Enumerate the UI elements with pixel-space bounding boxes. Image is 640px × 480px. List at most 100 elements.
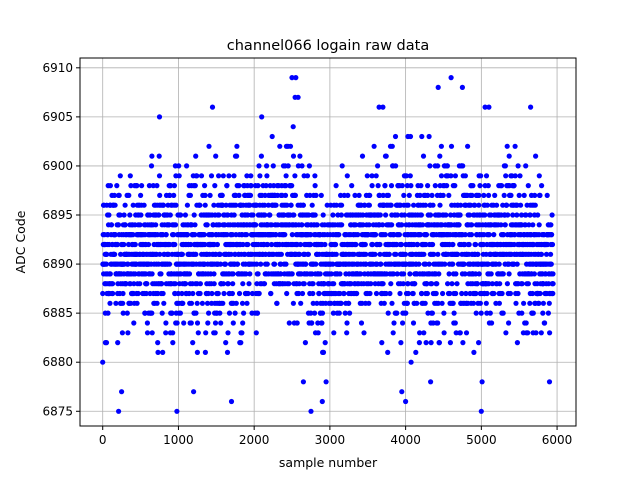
data-point: [487, 310, 493, 316]
outlier-point: [156, 114, 163, 120]
data-point: [393, 163, 399, 169]
data-point: [539, 183, 545, 189]
data-point: [228, 251, 234, 257]
data-point: [540, 300, 547, 306]
data-point: [358, 271, 364, 277]
data-point: [550, 281, 556, 287]
data-point: [459, 290, 465, 297]
data-point: [308, 310, 314, 316]
data-point: [192, 183, 198, 189]
data-point: [550, 271, 556, 277]
data-point: [410, 320, 417, 326]
data-point: [369, 241, 376, 248]
data-point: [532, 192, 538, 198]
data-point: [523, 320, 529, 326]
outlier-point: [300, 379, 306, 385]
data-point: [113, 300, 119, 306]
data-point: [537, 192, 543, 198]
data-point: [549, 232, 555, 238]
data-point: [295, 163, 301, 169]
data-point: [489, 281, 495, 287]
data-point: [201, 232, 207, 238]
data-point: [523, 163, 529, 169]
data-point: [404, 183, 410, 189]
data-point: [287, 143, 294, 149]
data-point: [496, 300, 502, 306]
data-point: [193, 310, 199, 316]
data-point: [465, 143, 471, 149]
data-point: [270, 163, 276, 169]
data-point: [494, 202, 500, 208]
x-tick-label: 0: [99, 433, 107, 447]
data-point: [421, 251, 427, 257]
data-point: [119, 330, 125, 336]
data-point: [380, 192, 386, 198]
data-point: [394, 271, 400, 277]
data-point: [447, 290, 453, 297]
data-point: [285, 163, 291, 169]
data-point: [446, 271, 452, 277]
data-point: [194, 300, 200, 306]
data-point: [322, 340, 328, 346]
data-point: [373, 173, 379, 179]
data-point: [306, 163, 312, 169]
data-point: [438, 173, 445, 179]
data-point: [338, 300, 344, 306]
data-point: [518, 212, 525, 218]
data-point: [104, 251, 110, 257]
data-point: [399, 183, 405, 189]
data-point: [214, 241, 220, 248]
data-point: [179, 290, 185, 297]
outlier-point: [289, 75, 295, 81]
data-point: [448, 173, 454, 179]
data-point: [452, 173, 458, 179]
data-point: [436, 340, 442, 346]
data-point: [351, 251, 357, 257]
data-point: [382, 183, 388, 189]
data-point: [110, 290, 116, 297]
data-points: [100, 75, 556, 414]
data-point: [240, 281, 246, 287]
data-point: [514, 212, 520, 218]
data-point: [454, 281, 460, 287]
data-point: [283, 173, 289, 179]
data-point: [294, 320, 300, 326]
data-point: [544, 192, 550, 198]
data-point: [442, 261, 448, 267]
data-point: [312, 173, 318, 179]
data-point: [273, 202, 279, 208]
data-point: [264, 163, 270, 169]
data-point: [360, 212, 366, 218]
data-point: [502, 163, 508, 169]
data-point: [290, 300, 296, 306]
data-point: [394, 310, 400, 316]
data-point: [470, 300, 477, 306]
data-point: [437, 202, 443, 208]
data-point: [510, 212, 516, 218]
data-point: [377, 212, 383, 218]
data-point: [284, 202, 290, 208]
data-point: [485, 261, 491, 267]
outlier-point: [100, 359, 106, 365]
data-point: [130, 202, 136, 208]
data-point: [145, 241, 152, 248]
x-tick-label: 1000: [163, 433, 194, 447]
data-point: [234, 261, 241, 267]
data-point: [449, 281, 455, 287]
data-point: [231, 212, 237, 218]
data-point: [193, 153, 199, 159]
data-point: [386, 251, 392, 257]
data-point: [264, 173, 270, 179]
data-point: [516, 192, 522, 198]
data-point: [492, 192, 498, 198]
chart-title: channel066 logain raw data: [227, 38, 429, 54]
data-point: [219, 202, 226, 208]
data-point: [533, 330, 539, 336]
data-point: [245, 212, 251, 218]
data-point: [134, 183, 140, 189]
data-point: [167, 212, 173, 218]
data-point: [477, 183, 483, 189]
data-point: [224, 183, 230, 189]
data-point: [519, 310, 525, 316]
data-point: [403, 173, 409, 179]
